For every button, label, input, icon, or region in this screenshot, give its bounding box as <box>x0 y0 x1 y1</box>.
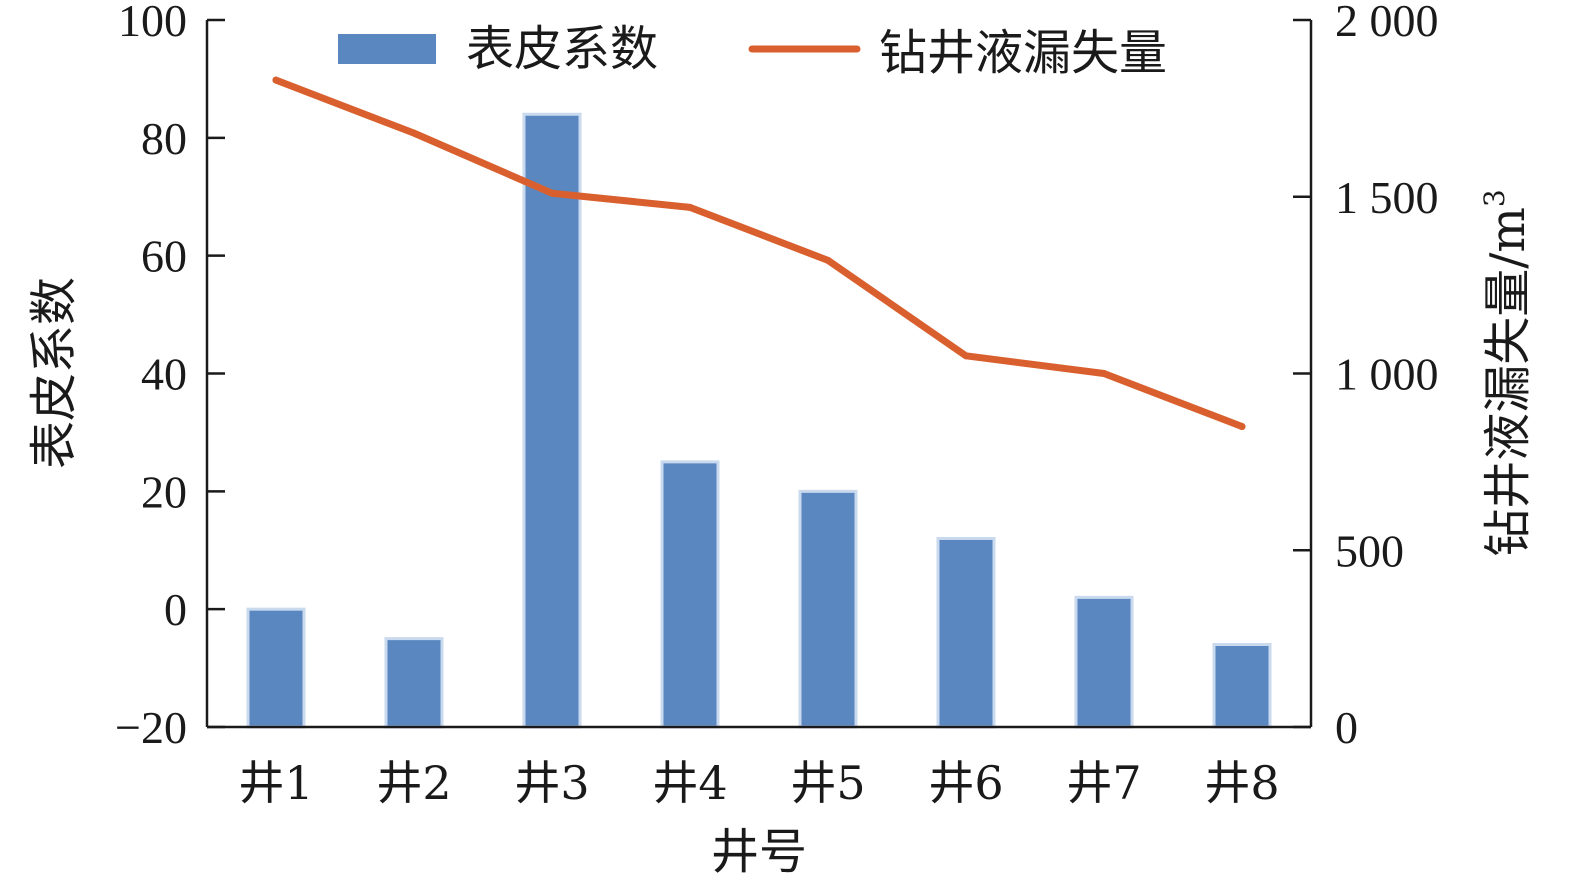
loss-volume-line <box>272 76 1246 431</box>
legend-label-skin-factor: 表皮系数 <box>466 21 658 77</box>
loss-volume-point-7 <box>1100 370 1108 377</box>
bars-layer <box>246 112 1272 729</box>
loss-volume-point-3 <box>548 189 556 197</box>
loss-volume-point-5 <box>824 256 832 264</box>
bar-6 <box>936 536 996 729</box>
legend-swatch-skin-factor <box>338 34 436 64</box>
x-tick-label: 井6 <box>928 756 1003 810</box>
loss-volume-point-4 <box>686 203 694 211</box>
x-tick-label: 井4 <box>652 756 727 810</box>
right-tick-label: 0 <box>1335 702 1358 753</box>
y-axis-title-right-superscript: 3 <box>1478 189 1511 207</box>
bar-7 <box>1074 595 1134 729</box>
loss-volume-point-2 <box>410 129 418 137</box>
right-tick-label: 1 500 <box>1335 172 1439 223</box>
bar-1 <box>246 607 306 729</box>
right-tick-label: 2 000 <box>1335 0 1439 46</box>
y-axis-title-right-text: 钻井液漏失量/m <box>1480 207 1536 557</box>
x-axis-tick-labels: 井1 井2 井3 井4 井5 井6 井7 井8 <box>238 756 1279 810</box>
left-tick-label: 20 <box>141 466 187 517</box>
bar-2 <box>384 637 444 729</box>
left-tick-label: −20 <box>115 702 187 753</box>
x-axis-title: 井号 <box>711 824 807 880</box>
left-axis-ticks: −20 0 20 40 60 80 100 <box>115 0 225 753</box>
x-tick-label: 井3 <box>514 756 589 810</box>
x-tick-label: 井1 <box>238 756 313 810</box>
x-tick-label: 井7 <box>1066 756 1141 810</box>
right-tick-label: 1 000 <box>1335 349 1439 400</box>
bar-5 <box>798 489 858 729</box>
bar-3 <box>522 112 582 729</box>
right-tick-label: 500 <box>1335 525 1404 576</box>
loss-volume-point-6 <box>962 352 970 360</box>
left-tick-label: 100 <box>118 0 187 46</box>
bar-4 <box>660 460 720 729</box>
legend: 表皮系数 钻井液漏失量 <box>338 21 1167 81</box>
legend-label-loss-volume: 钻井液漏失量 <box>879 25 1167 81</box>
line-layer <box>272 76 1246 431</box>
axes-layer <box>205 20 1313 729</box>
y-axis-title-right: 钻井液漏失量/m3 <box>1478 189 1536 557</box>
y-axis-title-left: 表皮系数 <box>26 277 82 469</box>
loss-volume-point-1 <box>272 76 280 84</box>
right-axis-ticks: 0 500 1 000 1 500 2 000 <box>1293 0 1439 753</box>
loss-volume-point-8 <box>1238 423 1246 431</box>
left-tick-label: 40 <box>141 349 187 400</box>
bar-8 <box>1212 643 1272 729</box>
left-tick-label: 0 <box>164 584 187 635</box>
left-tick-label: 80 <box>141 113 187 164</box>
x-tick-label: 井2 <box>376 756 451 810</box>
x-tick-label: 井5 <box>790 756 865 810</box>
left-tick-label: 60 <box>141 231 187 282</box>
x-tick-label: 井8 <box>1204 756 1279 810</box>
